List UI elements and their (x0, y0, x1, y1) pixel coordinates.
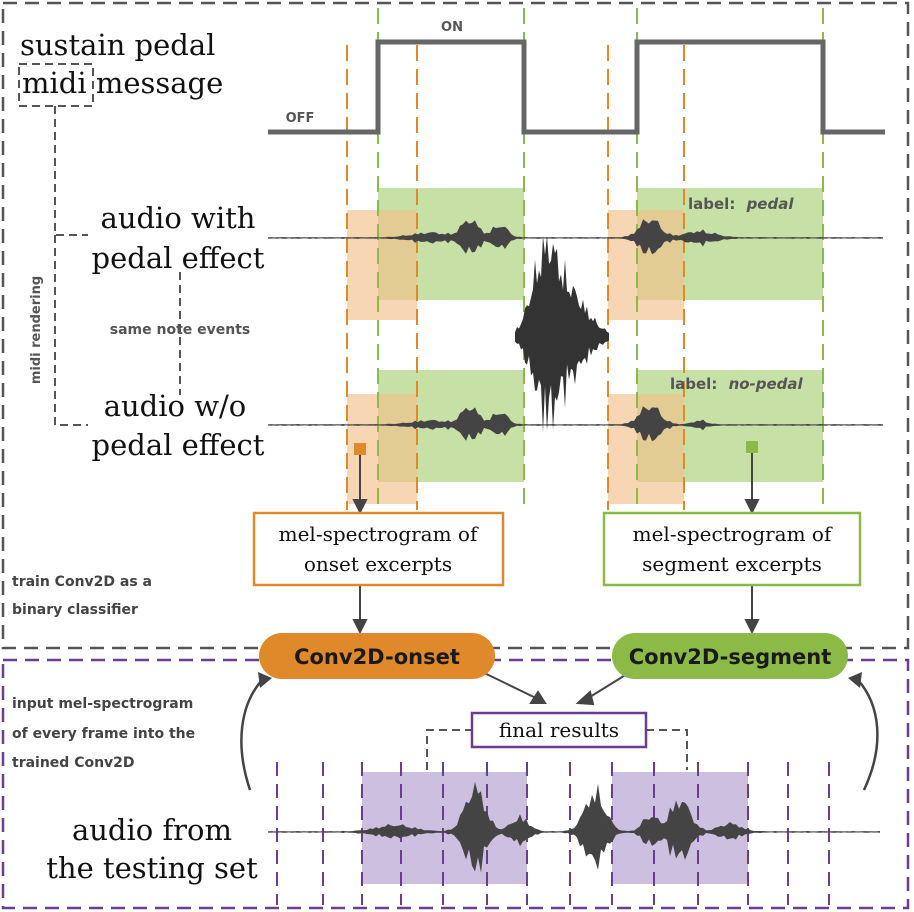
testing-audio-line2: the testing set (46, 851, 258, 885)
onset-box-line1: mel-spectrogram of (279, 522, 479, 546)
segment-box-line1: mel-spectrogram of (633, 522, 833, 546)
midi-connectors (54, 106, 181, 426)
midi-rendering-label: midi rendering (29, 276, 44, 384)
final-results-box (470, 711, 648, 749)
onset-excerpt-marker (354, 443, 366, 455)
audio-with-line2: pedal effect (92, 241, 265, 275)
final-results-label: final results (499, 718, 619, 742)
label-no-pedal: label: no-pedal (670, 375, 804, 393)
audio-without-line2: pedal effect (92, 428, 265, 462)
on-label: ON (441, 20, 463, 35)
onset-box-line2: onset excerpts (304, 552, 452, 576)
same-note-events-label: same note events (110, 322, 251, 338)
curved-arrows (240, 679, 879, 791)
onset-excerpts-box (252, 511, 505, 587)
waveform-center-burst (515, 235, 609, 433)
conv2d-onset-pill (259, 633, 495, 679)
train-label-line2: binary classifier (12, 602, 138, 618)
midi-highlight-box (18, 63, 94, 107)
off-label: OFF (286, 111, 315, 126)
input-label-line1: input mel-spectrogram (12, 696, 193, 712)
orange-onset-region-1 (347, 210, 417, 320)
segment-excerpts-box (602, 511, 862, 587)
curved-arrow-head-left (258, 672, 272, 688)
input-label-line2: of every frame into the (12, 726, 195, 742)
final-results-bracket (426, 729, 472, 770)
testing-audio-line1: audio from (72, 813, 232, 847)
audio-without-line1: audio w/o (104, 389, 247, 423)
segment-box-line2: segment excerpts (642, 552, 822, 576)
audio-with-line1: audio with (101, 201, 256, 235)
label-pedal: label: pedal (688, 195, 794, 213)
final-results-bracket-right (646, 729, 688, 770)
arrows (352, 453, 760, 706)
train-label-line1: train Conv2D as a (12, 574, 152, 590)
conv2d-segment-label: Conv2D-segment (629, 645, 832, 669)
curved-arrow-head-right (848, 672, 862, 688)
pedal-title-line2: midi message (22, 66, 223, 100)
conv2d-onset-label: Conv2D-onset (294, 645, 460, 669)
input-label-line3: trained Conv2D (12, 755, 135, 771)
conv2d-segment-pill (612, 633, 848, 679)
region-highlights (347, 188, 823, 504)
pedal-signal (268, 39, 885, 135)
pedal-title-line1: sustain pedal (20, 28, 215, 62)
segment-excerpt-marker (746, 441, 758, 453)
waveform-testing (268, 782, 880, 873)
